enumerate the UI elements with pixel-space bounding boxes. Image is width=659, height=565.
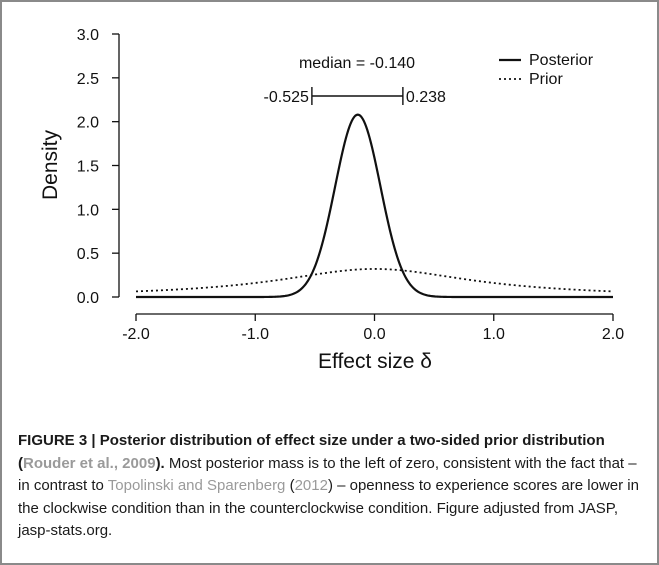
y-tick-label-0: 0.0 bbox=[77, 290, 99, 307]
caption-body-3: ) – openness to experience scores are lo… bbox=[18, 477, 639, 539]
x-tick-label-4: 2.0 bbox=[602, 326, 624, 343]
legend-label-posterior: Posterior bbox=[529, 52, 594, 69]
caption-body-1: Most posterior mass is to the left of ze… bbox=[18, 454, 637, 495]
x-tick-label-0: -2.0 bbox=[122, 326, 150, 343]
x-tick-label-2: 0.0 bbox=[363, 326, 385, 343]
ci-upper-label: 0.238 bbox=[406, 89, 446, 106]
y-tick-label-2: 1.0 bbox=[77, 202, 99, 219]
y-tick-label-4: 2.0 bbox=[77, 115, 99, 132]
caption-title: FIGURE 3 | Posterior distribution of eff… bbox=[18, 432, 605, 472]
density-chart: 0.0 0.5 1.0 1.5 2.0 2.5 3.0 -2.0 -1.0 0.0 1.0 2.0 -… bbox=[39, 27, 624, 373]
y-tick-label-6: 3.0 bbox=[77, 27, 99, 44]
chart-axes: 0.0 0.5 1.0 1.5 2.0 2.5 3.0 -2.0 -1.0 0.0 1.0 2.0 bbox=[77, 27, 624, 343]
citation-rouder[interactable]: Rouder et al., 2009 bbox=[23, 454, 156, 472]
citation-topolinski[interactable]: Topolinski and Sparenberg bbox=[107, 477, 286, 494]
chart-curves bbox=[135, 113, 614, 299]
y-tick-label-3: 1.5 bbox=[77, 159, 99, 176]
credible-interval: -0.525 0.238 bbox=[264, 87, 446, 106]
x-axis-label: Effect size δ bbox=[318, 350, 432, 373]
figure-caption: FIGURE 3 | Posterior distribution of eff… bbox=[18, 430, 643, 543]
ci-lower-label: -0.525 bbox=[264, 89, 309, 106]
x-tick-label-1: -1.0 bbox=[241, 326, 269, 343]
citation-year[interactable]: 2012 bbox=[294, 477, 328, 494]
chart-legend: Posterior Prior bbox=[499, 52, 594, 88]
caption-body-2: ( bbox=[285, 477, 295, 494]
y-tick-label-1: 0.5 bbox=[77, 246, 99, 263]
legend-label-prior: Prior bbox=[529, 71, 563, 88]
x-tick-label-3: 1.0 bbox=[483, 326, 505, 343]
y-tick-label-5: 2.5 bbox=[77, 71, 99, 88]
y-axis-label: Density bbox=[39, 129, 62, 200]
median-label: median = -0.140 bbox=[299, 55, 415, 72]
series-line-posterior bbox=[136, 113, 613, 299]
series-line-prior bbox=[135, 268, 614, 293]
